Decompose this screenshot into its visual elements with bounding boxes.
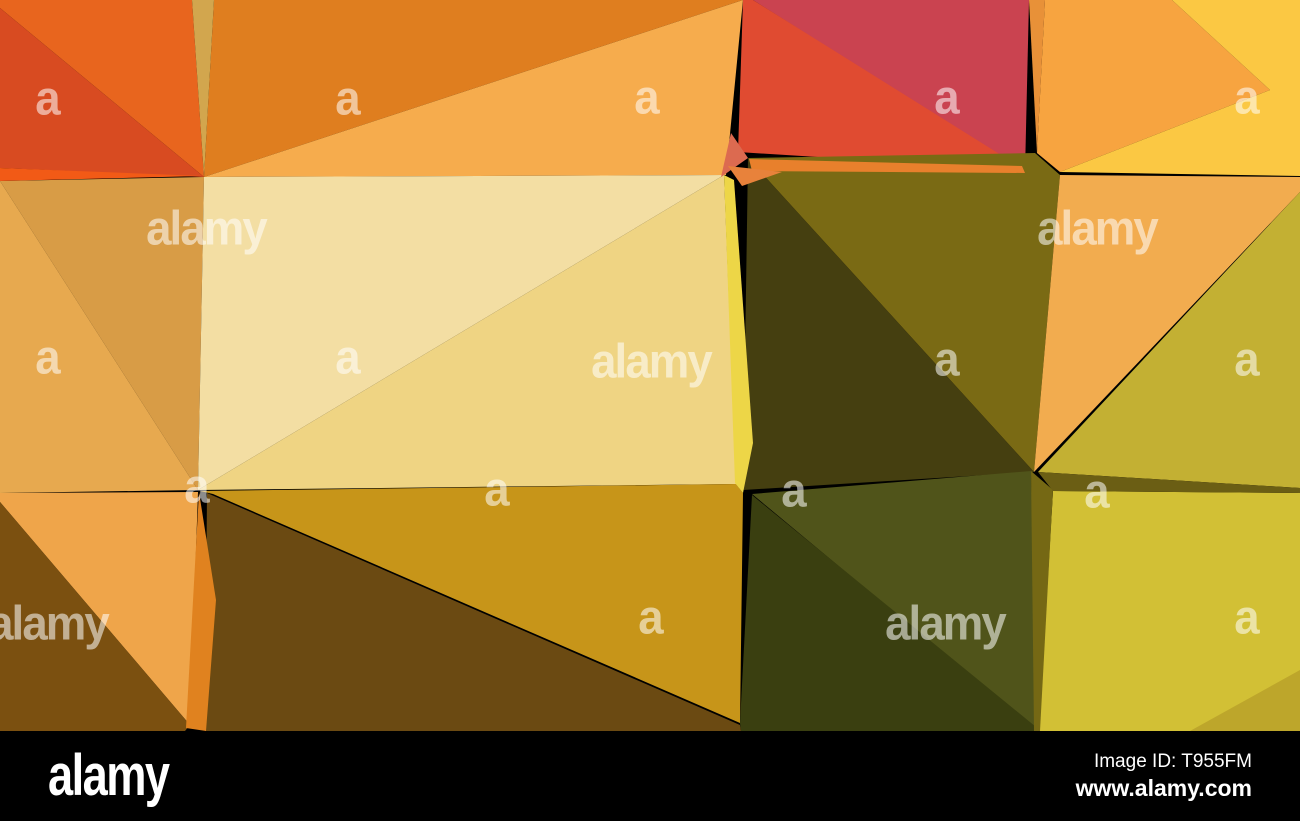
tri-botleft-bright-tan: [0, 492, 198, 725]
tri-center-cream-dark: [198, 175, 736, 490]
tri-topright-orange: [1037, 0, 1270, 172]
sliver-orange-botleft: [186, 492, 216, 731]
tri-topmid-light-orange: [204, 0, 743, 177]
triangle-mosaic-svg: [0, 0, 1300, 731]
tri-olive-block-upper: [748, 153, 1060, 472]
mosaic-background: a a a a a alamy alamy a a alamy a a a a a a alamy a alamy a: [0, 0, 1300, 731]
tri-midleft-dark-tan: [0, 177, 204, 490]
tri-olive-block-lower: [743, 158, 1034, 490]
tri-botcenter-brown: [205, 493, 741, 731]
wedge-orange-top: [1029, 0, 1045, 153]
image-id-text: Image ID: T955FM: [1093, 750, 1252, 772]
tri-topleft-orange: [0, 0, 204, 177]
tri-topleft-red: [0, 8, 204, 177]
sliver-yellow-center: [724, 175, 753, 493]
sliver-olive-vertical: [1031, 471, 1053, 731]
tri-topright-yellow: [1060, 0, 1300, 176]
tri-salmon-small: [721, 133, 748, 177]
tri-botcr-olive-upper: [752, 471, 1037, 731]
tri-midright-oliveyellow: [1038, 192, 1300, 488]
footer-info: Image ID: T955FM www.alamy.com: [1076, 750, 1252, 803]
tri-botright-yellow: [1039, 491, 1300, 731]
sliver-orange-strip: [749, 159, 1025, 173]
tri-crimson-light: [738, 0, 1025, 170]
alamy-logo: alamy: [48, 743, 170, 808]
tri-midright-tan: [1034, 175, 1300, 472]
tri-botleft-brown: [0, 502, 190, 731]
footer-bar: alamy Image ID: T955FM www.alamy.com: [0, 731, 1300, 821]
site-url-text: www.alamy.com: [1075, 774, 1252, 801]
tri-botcr-olive-dark: [740, 495, 1036, 731]
tri-botcenter-mustard: [200, 484, 743, 723]
tri-midleft-light-tan: [0, 181, 198, 493]
tri-botright-dark-corner: [1190, 670, 1300, 731]
tri-crimson: [753, 0, 1029, 172]
sliver-olive-horizontal: [1038, 472, 1300, 493]
tri-orange-small-center: [728, 166, 782, 186]
sliver-left-red-strip: [0, 168, 203, 181]
sliver-top-tan: [192, 0, 214, 177]
